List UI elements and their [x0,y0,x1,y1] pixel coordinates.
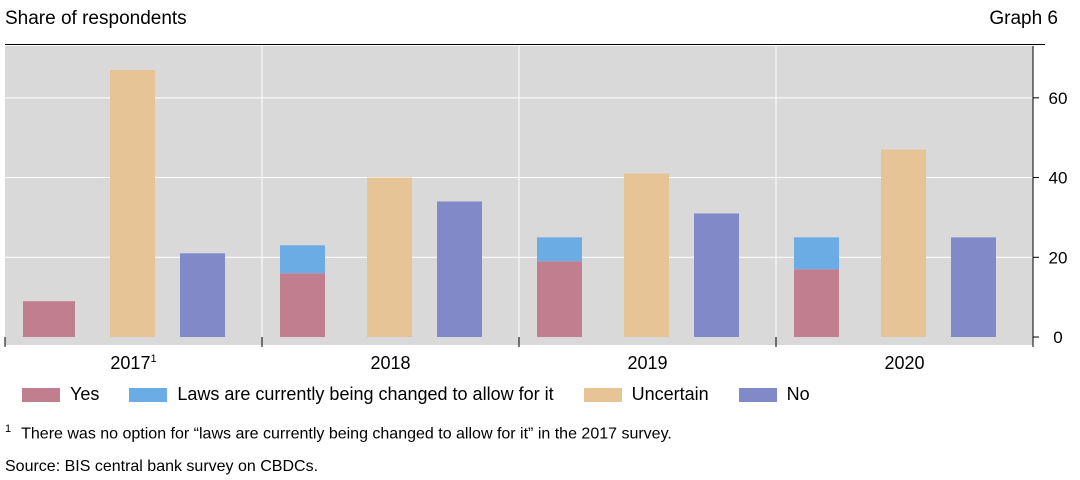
x-tick-label: 2018 [370,353,410,373]
legend-label-uncertain: Uncertain [631,384,709,404]
legend-swatch-yes [22,387,60,402]
bar-laws [794,237,839,270]
bar-yes [23,301,75,338]
bar-laws [280,245,325,274]
y-tick-label: 0 [1053,328,1062,347]
bar-uncertain [624,173,669,338]
bar-yes [537,261,582,338]
legend-item-no: No [738,384,810,405]
bar-no [951,237,996,338]
legend-item-laws: Laws are currently being changed to allo… [129,384,554,405]
legend-item-uncertain: Uncertain [583,384,709,405]
y-tick-label: 60 [1049,89,1068,108]
header-rule [5,44,1045,45]
x-tick-label: 2020 [884,353,924,373]
legend-swatch-no [738,387,777,402]
legend-item-yes: Yes [22,384,99,405]
legend-label-no: No [786,384,810,404]
legend-swatch-uncertain [583,387,622,402]
bar-yes [794,269,839,338]
x-tick-label: 20171 [110,353,156,373]
bar-yes [280,273,325,338]
bar-uncertain [367,177,412,338]
x-tick-superscript: 1 [150,353,156,365]
legend-label-laws: Laws are currently being changed to allo… [177,384,554,404]
legend-swatch-laws [129,387,168,402]
y-tick-label: 40 [1049,169,1068,188]
legend: Yes Laws are currently being changed to … [22,384,840,405]
chart-title: Share of respondents [5,8,187,29]
bar-uncertain [110,69,155,338]
legend-label-yes: Yes [70,384,100,404]
footnote: 1 There was no option for “laws are curre… [5,423,672,443]
bar-laws [537,237,582,262]
footnote-text: There was no option for “laws are curren… [21,425,672,443]
bar-chart: 0 20 40 60 20171 2018 2019 2020 [4,46,1068,373]
y-tick-label: 20 [1049,248,1068,267]
bar-no [694,213,739,338]
bar-uncertain [881,149,926,338]
bar-no [437,201,482,338]
x-tick-label: 2019 [627,353,667,373]
bar-no [180,253,225,338]
footnote-marker: 1 [5,423,12,435]
graph-label: Graph 6 [989,8,1058,29]
source-note: Source: BIS central bank survey on CBDCs… [5,458,319,475]
